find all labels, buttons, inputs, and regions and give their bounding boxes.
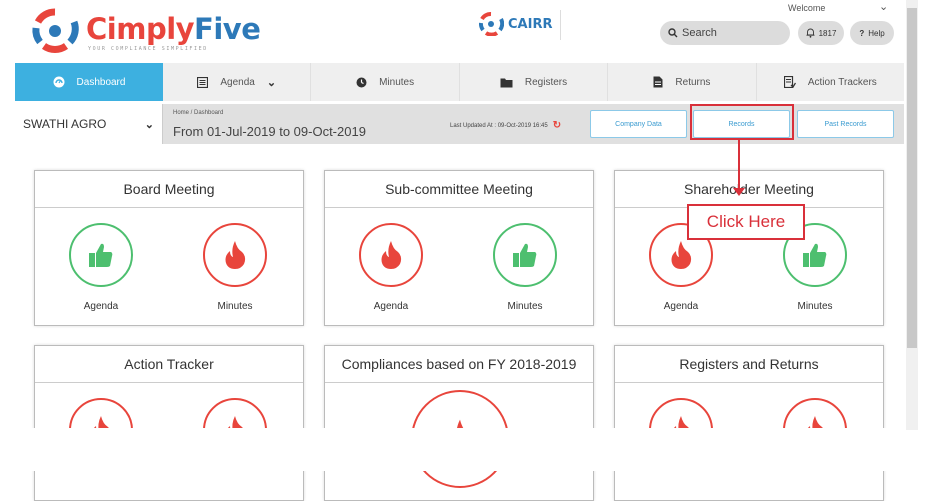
annotation-highlight-box <box>690 104 794 140</box>
shareholder-minutes-label: Minutes <box>797 301 833 312</box>
cimplyfive-logo-icon <box>32 8 79 53</box>
brand-part1: Cimply <box>86 12 195 46</box>
registers-returns-card: Registers and Returns <box>614 345 884 501</box>
card-title: Compliances based on FY 2018-2019 <box>325 346 593 383</box>
dashboard-icon <box>53 76 65 88</box>
scrollbar-thumb[interactable] <box>907 8 917 348</box>
help-button[interactable]: ? Help <box>850 21 894 45</box>
click-here-callout: Click Here <box>687 204 805 240</box>
board-minutes-label: Minutes <box>217 301 253 312</box>
notification-button[interactable]: 1817 <box>798 21 844 45</box>
nav-agenda-label: Agenda <box>220 76 255 88</box>
cairr-label: CAIRR <box>508 16 553 32</box>
subcommittee-minutes-status[interactable] <box>493 223 557 287</box>
company-name: SWATHI AGRO <box>23 117 107 131</box>
search-icon <box>668 28 678 38</box>
board-minutes-status[interactable] <box>203 223 267 287</box>
company-data-button[interactable]: Company Data <box>590 110 687 138</box>
welcome-text: Welcome <box>788 3 826 13</box>
card-title: Action Tracker <box>35 346 303 383</box>
card-title: Shareholder Meeting <box>615 171 883 208</box>
board-agenda-label: Agenda <box>83 301 119 312</box>
nav-dashboard-label: Dashboard <box>76 76 126 88</box>
clock-icon <box>356 77 367 87</box>
shareholder-minutes-status[interactable] <box>783 223 847 287</box>
flame-icon <box>225 241 246 269</box>
help-label: Help <box>868 28 885 38</box>
shareholder-agenda-label: Agenda <box>663 301 699 312</box>
company-select[interactable]: SWATHI AGRO ⌄ <box>15 104 163 144</box>
nav-minutes-label: Minutes <box>379 76 415 88</box>
folder-icon <box>500 78 513 87</box>
past-records-button[interactable]: Past Records <box>797 110 894 138</box>
main-nav: Dashboard Agenda ⌄ Minutes Registers Ret… <box>15 63 904 101</box>
agenda-chevron-down-icon: ⌄ <box>266 76 277 89</box>
board-meeting-card: Board Meeting Agenda Minutes <box>34 170 304 326</box>
annotation-arrow-line <box>738 140 740 190</box>
breadcrumb: Home / Dashboard <box>173 110 224 116</box>
sub-committee-meeting-card: Sub-committee Meeting Agenda Minutes <box>324 170 594 326</box>
brand-part2: Five <box>194 12 261 46</box>
flame-icon <box>381 241 402 269</box>
subcommittee-agenda-label: Agenda <box>373 301 409 312</box>
thumbs-up-icon <box>803 243 827 267</box>
last-updated-text: Last Updated At : 09-Oct-2019 16:45 <box>450 122 548 129</box>
cairr-logo-icon <box>478 12 504 36</box>
nav-returns-label: Returns <box>675 76 711 88</box>
cairr-link[interactable]: CAIRR <box>478 12 552 36</box>
last-updated: Last Updated At : 09-Oct-2019 16:45 ↻ <box>450 120 561 131</box>
bell-icon <box>806 28 815 38</box>
annotation-arrowhead <box>733 188 745 196</box>
nav-action-trackers[interactable]: Action Trackers <box>757 63 904 101</box>
document-icon <box>653 76 663 88</box>
brand-name: CimplyFive <box>86 12 261 46</box>
flame-icon <box>671 241 692 269</box>
thumbs-up-icon <box>89 243 113 267</box>
nav-registers-label: Registers <box>524 76 568 88</box>
date-range: From 01-Jul-2019 to 09-Oct-2019 <box>173 124 366 139</box>
search-input[interactable]: Search <box>660 21 790 45</box>
shareholder-meeting-card: Shareholder Meeting Agenda Minutes <box>614 170 884 326</box>
nav-minutes[interactable]: Minutes <box>311 63 460 101</box>
tracker-icon <box>783 76 796 88</box>
thumbs-up-icon <box>513 243 537 267</box>
card-title: Board Meeting <box>35 171 303 208</box>
refresh-icon[interactable]: ↻ <box>552 120 562 131</box>
viewport-bottom <box>0 428 940 471</box>
subcommittee-agenda-status[interactable] <box>359 223 423 287</box>
agenda-icon <box>197 76 209 88</box>
records-button[interactable]: Records <box>693 110 790 138</box>
brand-tagline: YOUR COMPLIANCE SIMPLIFIED <box>88 46 208 52</box>
nav-dashboard[interactable]: Dashboard <box>15 63 163 101</box>
shareholder-agenda-status[interactable] <box>649 223 713 287</box>
notification-count: 1817 <box>818 28 837 38</box>
nav-action-trackers-label: Action Trackers <box>807 76 877 88</box>
card-title: Sub-committee Meeting <box>325 171 593 208</box>
board-agenda-status[interactable] <box>69 223 133 287</box>
header-divider <box>560 10 561 40</box>
nav-returns[interactable]: Returns <box>608 63 757 101</box>
card-title: Registers and Returns <box>615 346 883 383</box>
action-tracker-card: Action Tracker <box>34 345 304 501</box>
nav-agenda[interactable]: Agenda ⌄ <box>163 63 312 101</box>
nav-registers[interactable]: Registers <box>460 63 609 101</box>
company-chevron-down-icon: ⌄ <box>144 118 154 131</box>
user-menu-chevron-icon[interactable]: ⌄ <box>879 1 889 13</box>
help-icon: ? <box>859 28 865 38</box>
compliances-card: Compliances based on FY 2018-2019 <box>324 345 594 501</box>
search-placeholder: Search <box>682 27 717 39</box>
subcommittee-minutes-label: Minutes <box>507 301 543 312</box>
